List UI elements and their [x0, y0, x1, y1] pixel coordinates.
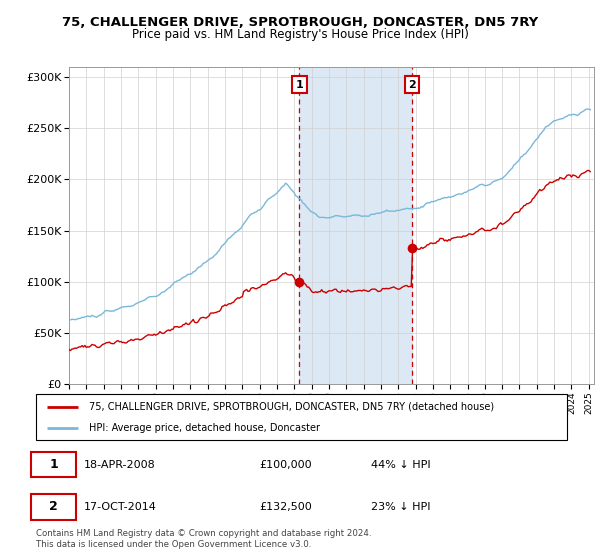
Text: 23% ↓ HPI: 23% ↓ HPI: [371, 502, 430, 512]
Text: 2: 2: [49, 501, 58, 514]
Text: 75, CHALLENGER DRIVE, SPROTBROUGH, DONCASTER, DN5 7RY (detached house): 75, CHALLENGER DRIVE, SPROTBROUGH, DONCA…: [89, 402, 494, 412]
Text: 44% ↓ HPI: 44% ↓ HPI: [371, 460, 430, 470]
Text: 1: 1: [49, 458, 58, 471]
FancyBboxPatch shape: [31, 494, 76, 520]
Text: 1: 1: [296, 80, 304, 90]
Text: 75, CHALLENGER DRIVE, SPROTBROUGH, DONCASTER, DN5 7RY: 75, CHALLENGER DRIVE, SPROTBROUGH, DONCA…: [62, 16, 538, 29]
Text: 17-OCT-2014: 17-OCT-2014: [84, 502, 157, 512]
Text: Contains HM Land Registry data © Crown copyright and database right 2024.
This d: Contains HM Land Registry data © Crown c…: [36, 529, 371, 549]
Text: £132,500: £132,500: [259, 502, 312, 512]
FancyBboxPatch shape: [36, 394, 567, 440]
Text: 18-APR-2008: 18-APR-2008: [84, 460, 155, 470]
Text: £100,000: £100,000: [259, 460, 311, 470]
Text: Price paid vs. HM Land Registry's House Price Index (HPI): Price paid vs. HM Land Registry's House …: [131, 28, 469, 41]
Text: HPI: Average price, detached house, Doncaster: HPI: Average price, detached house, Donc…: [89, 423, 320, 433]
Bar: [299, 67, 412, 384]
FancyBboxPatch shape: [31, 452, 76, 478]
Text: 2: 2: [408, 80, 416, 90]
